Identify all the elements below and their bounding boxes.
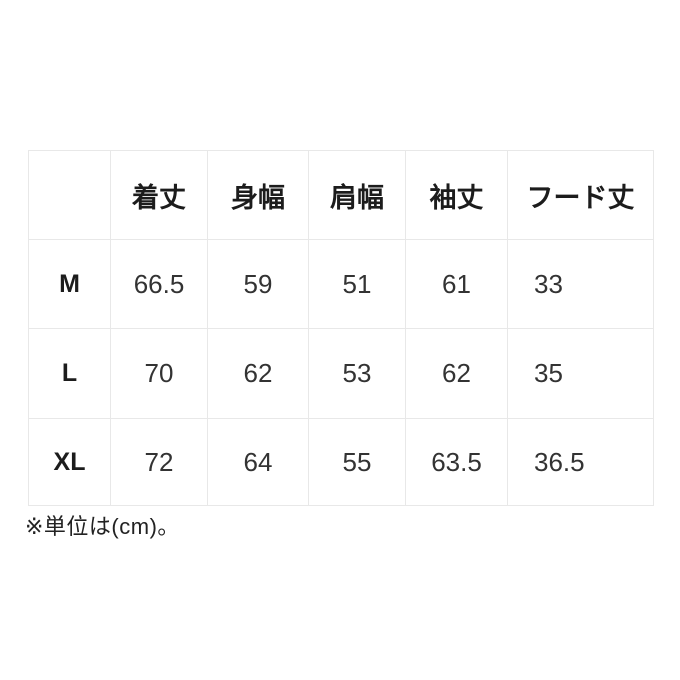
column-header-shoulder-width: 肩幅 — [308, 150, 406, 240]
column-header-body-length: 着丈 — [110, 150, 208, 240]
table-cell: 64 — [207, 418, 309, 506]
table-cell: 53 — [308, 328, 406, 419]
table-cell: 62 — [207, 328, 309, 419]
table-cell: 70 — [110, 328, 208, 419]
table-cell: 66.5 — [110, 239, 208, 329]
header-row: 着丈 身幅 肩幅 袖丈 フード丈 — [28, 150, 654, 240]
unit-footnote: ※単位は(cm)。 — [25, 514, 180, 539]
table-cell: 72 — [110, 418, 208, 506]
table-cell: 62 — [405, 328, 508, 419]
size-label: M — [28, 239, 111, 329]
table-row-l: L 70 62 53 62 35 — [28, 328, 654, 419]
size-label: XL — [28, 418, 111, 506]
size-chart-table: 着丈 身幅 肩幅 袖丈 フード丈 M 66.5 59 51 61 33 L 70… — [28, 150, 654, 506]
table-cell: 63.5 — [405, 418, 508, 506]
column-header-body-width: 身幅 — [207, 150, 309, 240]
table-cell: 51 — [308, 239, 406, 329]
column-header-hood-length: フード丈 — [507, 150, 654, 240]
table-cell: 36.5 — [507, 418, 654, 506]
table-cell: 33 — [507, 239, 654, 329]
table-row-m: M 66.5 59 51 61 33 — [28, 239, 654, 329]
table-row-xl: XL 72 64 55 63.5 36.5 — [28, 418, 654, 506]
column-header-size — [28, 150, 111, 240]
table-cell: 59 — [207, 239, 309, 329]
column-header-sleeve-length: 袖丈 — [405, 150, 508, 240]
size-label: L — [28, 328, 111, 419]
table-cell: 61 — [405, 239, 508, 329]
table-cell: 35 — [507, 328, 654, 419]
table-cell: 55 — [308, 418, 406, 506]
